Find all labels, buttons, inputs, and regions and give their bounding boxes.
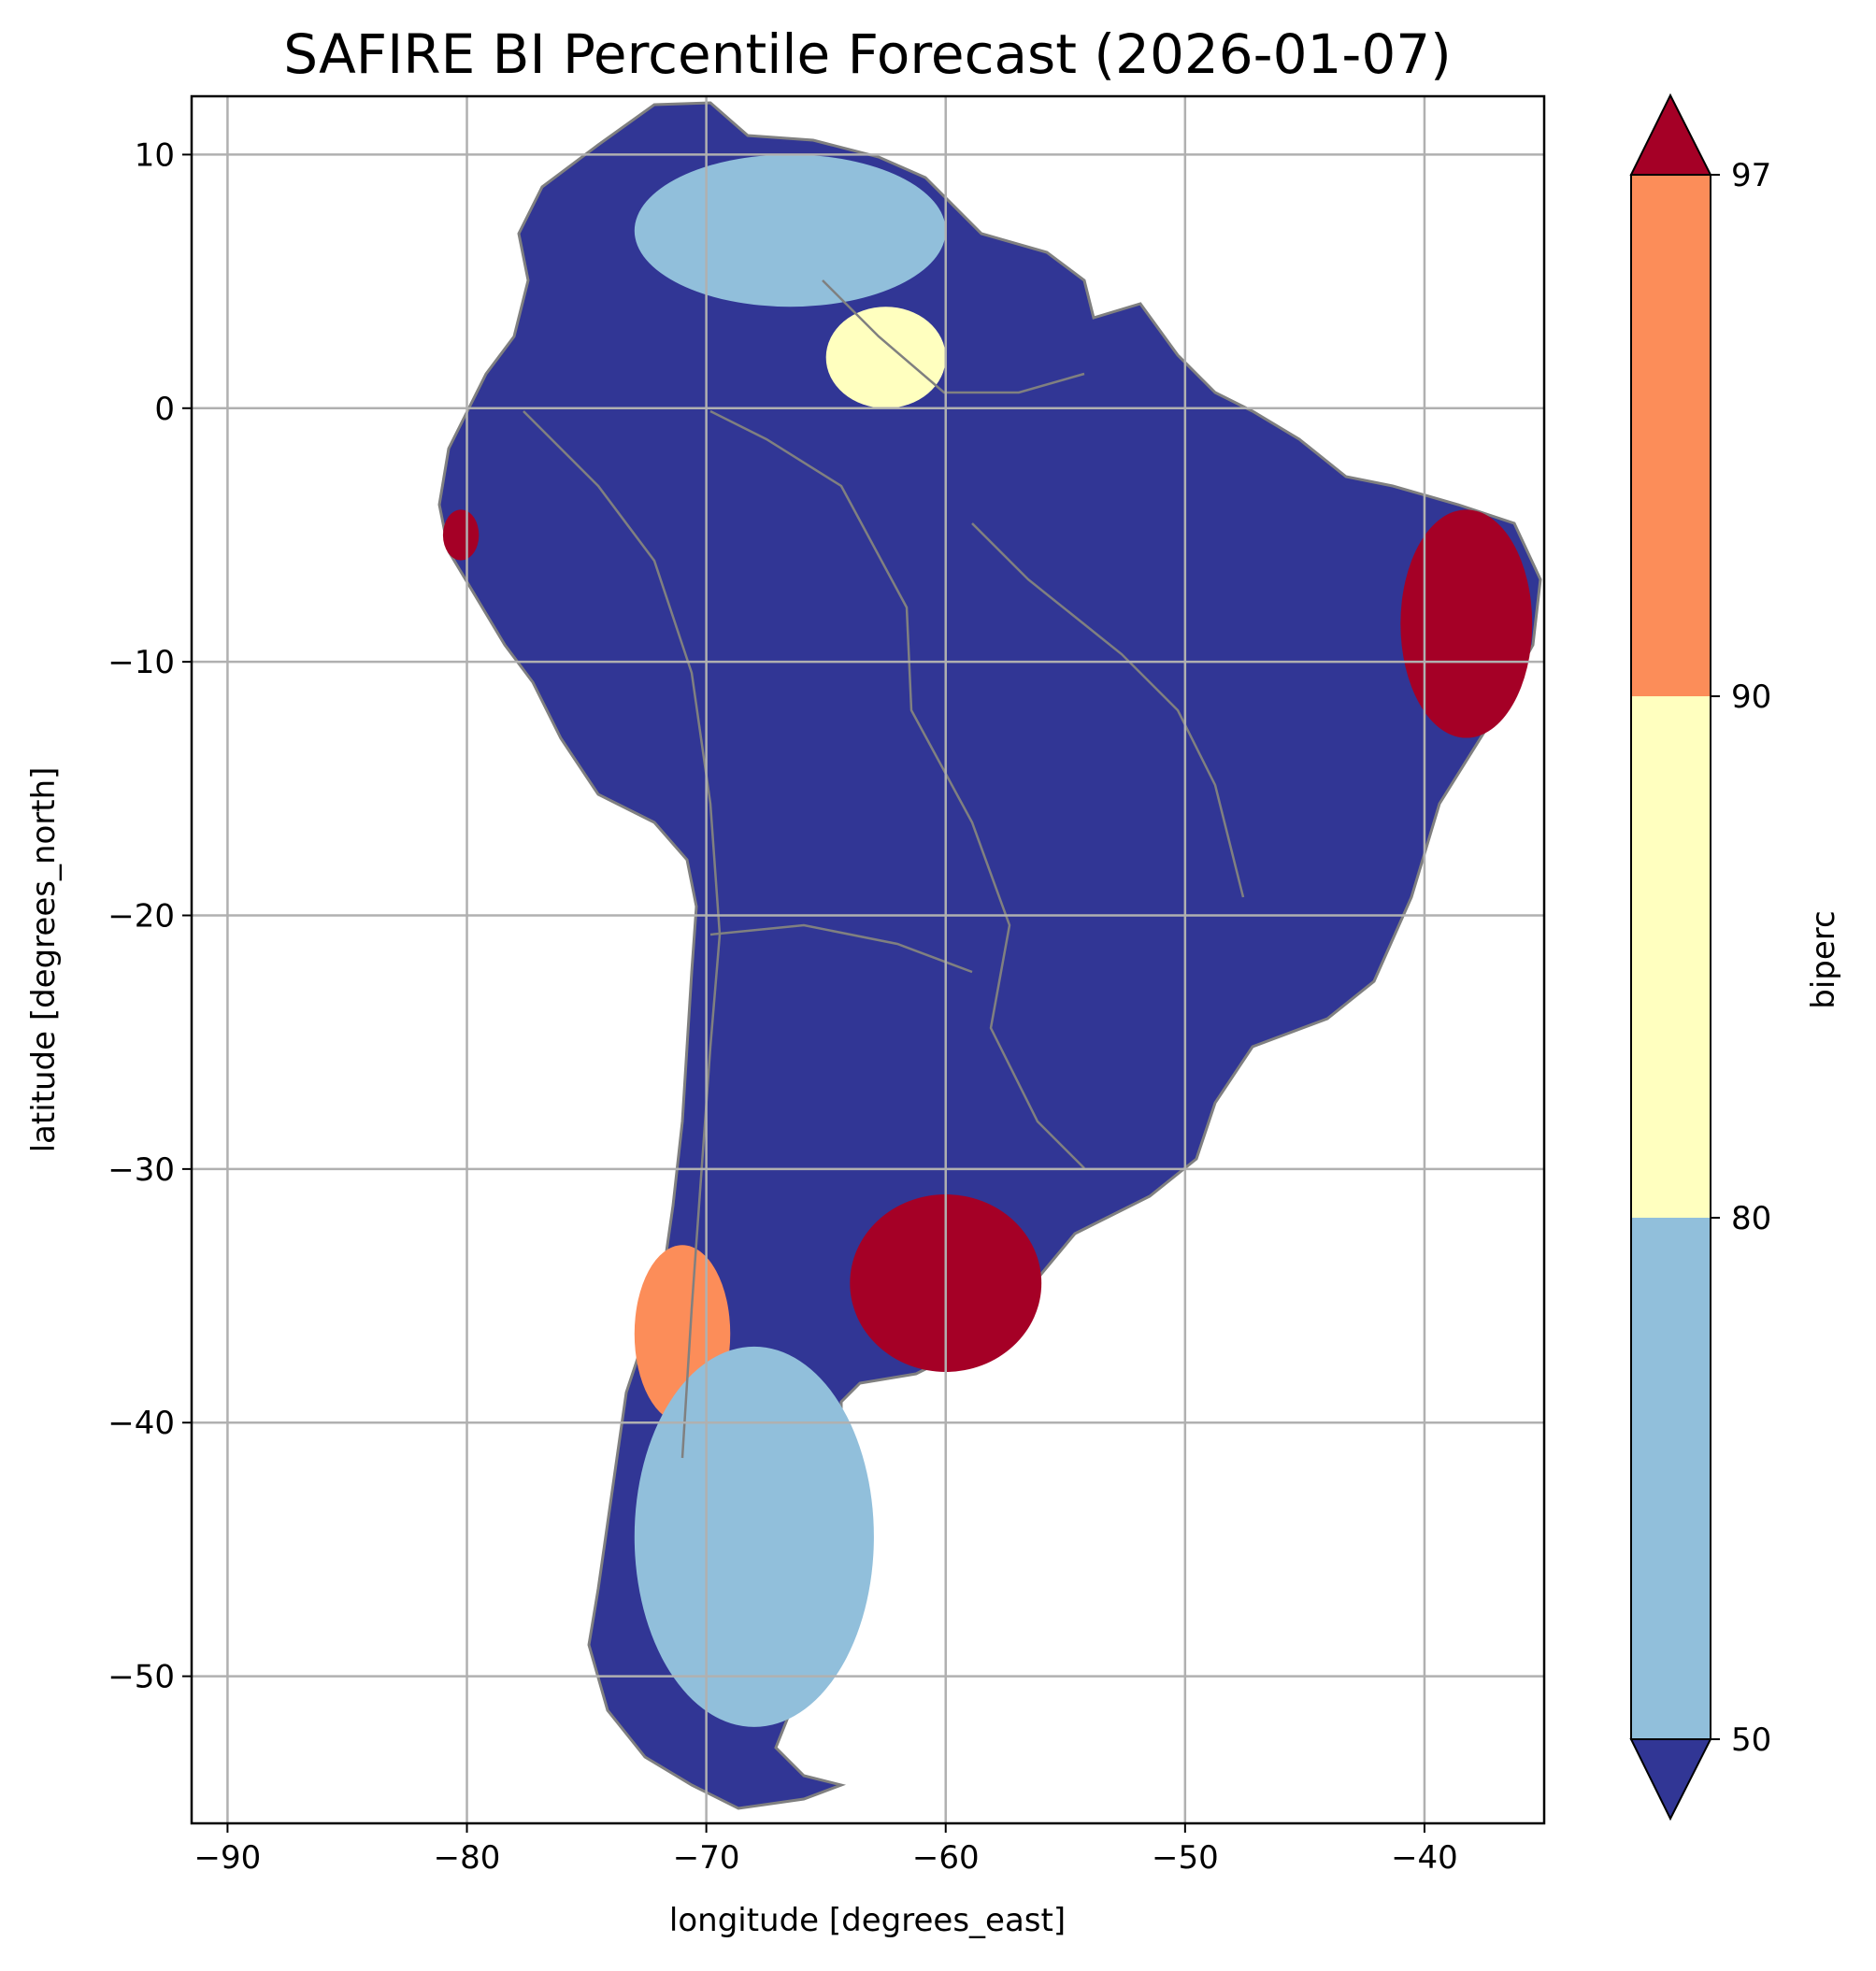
x-axis-ticks: −90 −80 −70 −60 −50 −40 <box>194 1823 1458 1877</box>
y-tick-label: −20 <box>107 898 175 936</box>
border-guianas <box>822 279 1085 394</box>
colorbar-lower-extend-arrow <box>1629 1738 1712 1821</box>
y-tick-label: −40 <box>107 1405 175 1442</box>
colorbar-segment-90-97 <box>1631 175 1711 696</box>
y-tick-label: 0 <box>154 391 175 428</box>
country-borders <box>523 279 1245 1459</box>
colorbar-tick-label: 97 <box>1731 157 1771 194</box>
colorbar: 50 80 90 97 biperc <box>1629 93 1842 1821</box>
zone-roraima <box>825 307 946 408</box>
border-brazil-interior <box>971 522 1245 898</box>
map-frame <box>190 94 1546 1825</box>
plot-title: SAFIRE BI Percentile Forecast (2026-01-0… <box>283 22 1452 86</box>
zone-northwest-peru <box>442 509 480 561</box>
colorbar-upper-extend-arrow <box>1629 93 1712 176</box>
colorbar-tick-label: 80 <box>1731 1200 1771 1237</box>
x-tick-label: −50 <box>1152 1839 1219 1877</box>
x-tick-label: −70 <box>673 1839 740 1877</box>
colorbar-frame <box>1630 174 1711 1740</box>
y-axis-ticks: 10 0 −10 −20 −30 −40 −50 <box>107 136 192 1696</box>
x-tick-label: −90 <box>194 1839 262 1877</box>
x-tick-label: −80 <box>434 1839 501 1877</box>
colorbar-segment-80-90 <box>1631 696 1711 1218</box>
y-tick-label: −30 <box>107 1151 175 1189</box>
border-brazil-west <box>709 409 1085 1169</box>
gridlines <box>192 96 1544 1823</box>
y-axis-label: latitude [degrees_north] <box>25 767 63 1153</box>
colorbar-ticks: 50 80 90 97 <box>1711 157 1771 1759</box>
zone-venezuela-llanos <box>634 154 946 307</box>
y-tick-label: −10 <box>107 644 175 681</box>
zone-northeast-brazil <box>1400 509 1533 738</box>
border-argentina-bolivia <box>709 923 973 974</box>
x-axis-label: longitude [degrees_east] <box>669 1902 1066 1939</box>
y-tick-label: 10 <box>135 136 175 174</box>
map-axes: −90 −80 −70 −60 −50 −40 10 0 −10 −20 −30 −40 −50 <box>107 94 1546 1877</box>
border-andes <box>523 410 722 1459</box>
colorbar-tick-label: 90 <box>1731 678 1771 716</box>
x-tick-label: −60 <box>912 1839 980 1877</box>
colorbar-tick-label: 50 <box>1731 1721 1771 1759</box>
colorbar-label: biperc <box>1805 910 1842 1008</box>
colorbar-segment-50-80 <box>1631 1218 1711 1739</box>
zone-patagonia <box>634 1346 874 1727</box>
x-tick-label: −40 <box>1391 1839 1458 1877</box>
y-tick-label: −50 <box>107 1659 175 1696</box>
